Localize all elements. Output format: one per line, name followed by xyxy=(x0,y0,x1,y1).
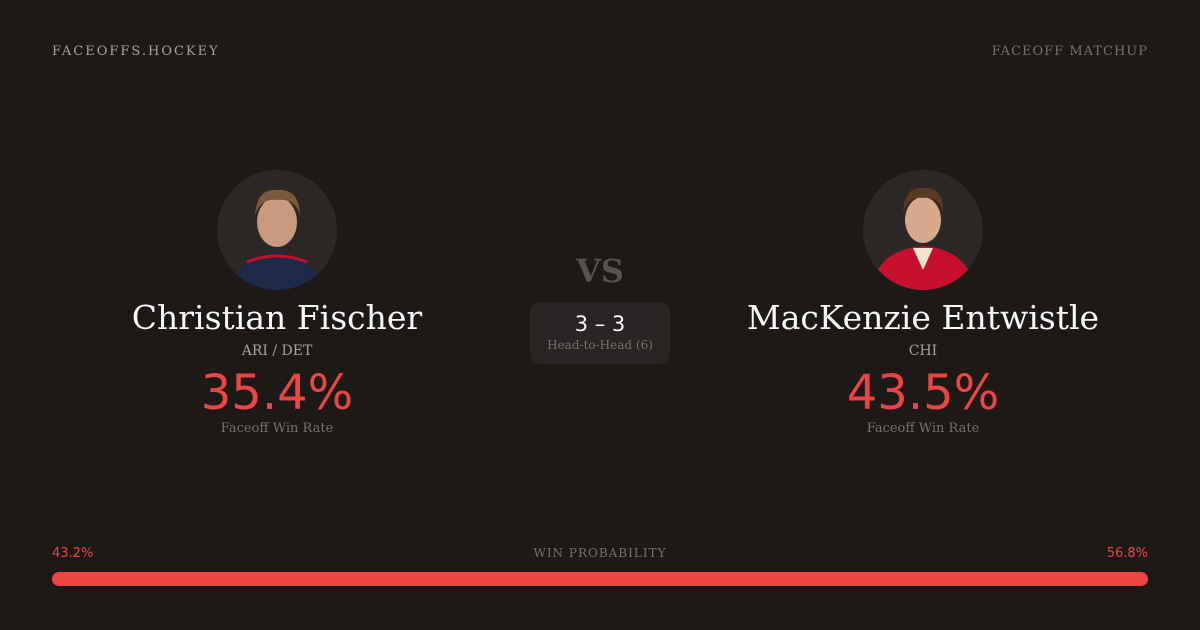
win-probability-title: WIN PROBABILITY xyxy=(533,546,667,560)
win-probability-bar-right xyxy=(525,572,1148,586)
player-right: MacKenzie Entwistle CHI 43.5% Faceoff Wi… xyxy=(723,170,1123,436)
player-avatar xyxy=(863,170,983,290)
player-team: CHI xyxy=(908,343,938,359)
player-avatar xyxy=(217,170,337,290)
win-probability-right: 56.8% xyxy=(1106,546,1148,561)
player-name: Christian Fischer xyxy=(131,298,423,337)
player-name: MacKenzie Entwistle xyxy=(746,298,1100,337)
vs-label: VS xyxy=(576,252,624,290)
win-probability-bar-left xyxy=(52,572,526,586)
faceoff-win-rate-label: Faceoff Win Rate xyxy=(220,421,334,436)
faceoff-win-rate: 35.4% xyxy=(200,365,354,421)
site-brand: FACEOFFS.HOCKEY xyxy=(52,44,220,59)
player-team: ARI / DET xyxy=(241,343,313,359)
head-to-head-box: 3 – 3 Head-to-Head (6) xyxy=(530,302,670,364)
head-to-head-label: Head-to-Head (6) xyxy=(547,338,653,352)
player-left: Christian Fischer ARI / DET 35.4% Faceof… xyxy=(77,170,477,436)
head-to-head-score: 3 – 3 xyxy=(574,312,626,336)
faceoff-win-rate: 43.5% xyxy=(846,365,1000,421)
win-probability-bar xyxy=(52,572,1148,586)
page-tag: FACEOFF MATCHUP xyxy=(991,44,1148,59)
win-probability-left: 43.2% xyxy=(52,546,94,561)
faceoff-win-rate-label: Faceoff Win Rate xyxy=(866,421,980,436)
